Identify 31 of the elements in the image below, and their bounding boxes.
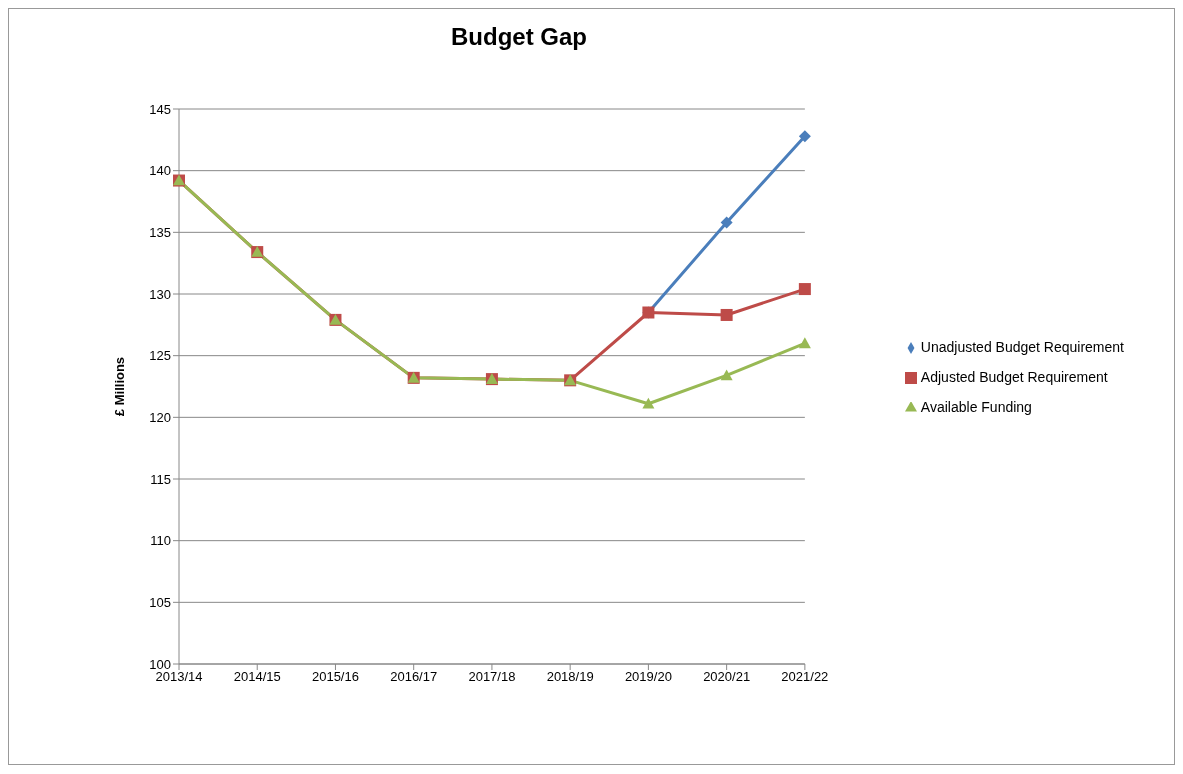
y-tick-label: 100	[149, 656, 171, 672]
y-tick-label: 120	[149, 409, 171, 425]
legend-label: Unadjusted Budget Requirement	[920, 338, 1124, 355]
x-tick-label: 2014/15	[233, 669, 281, 685]
point	[720, 308, 733, 321]
point	[798, 337, 811, 349]
y-tick-label: 140	[149, 163, 171, 179]
x-tick-label: 2020/21	[703, 669, 751, 685]
y-tick-label: 135	[149, 224, 171, 240]
y-tick-label: 110	[150, 533, 171, 549]
legend-label: Adjusted Budget Requirement	[920, 368, 1108, 385]
chart-title: Budget Gap	[450, 23, 588, 51]
y-tick-label: 125	[149, 348, 171, 364]
y-tick-label: 130	[149, 286, 171, 302]
x-tick-label: 2021/22	[781, 669, 829, 685]
y-axis-title: £ Millions	[111, 356, 127, 417]
point	[642, 397, 655, 409]
legend-label: Available Funding	[920, 398, 1032, 415]
y-tick-label: 115	[150, 471, 171, 487]
x-tick-label: 2016/17	[390, 669, 438, 685]
point	[798, 283, 811, 296]
x-tick-label: 2018/19	[546, 669, 594, 685]
point	[798, 130, 811, 143]
x-tick-label: 2013/14	[155, 669, 203, 685]
x-tick-label: 2015/16	[311, 669, 359, 685]
point	[720, 216, 733, 229]
x-tick-label: 2019/20	[624, 669, 672, 685]
point	[720, 369, 733, 381]
y-tick-label: 145	[149, 101, 171, 117]
y-tick-label: 105	[149, 594, 171, 610]
x-tick-label: 2017/18	[468, 669, 516, 685]
